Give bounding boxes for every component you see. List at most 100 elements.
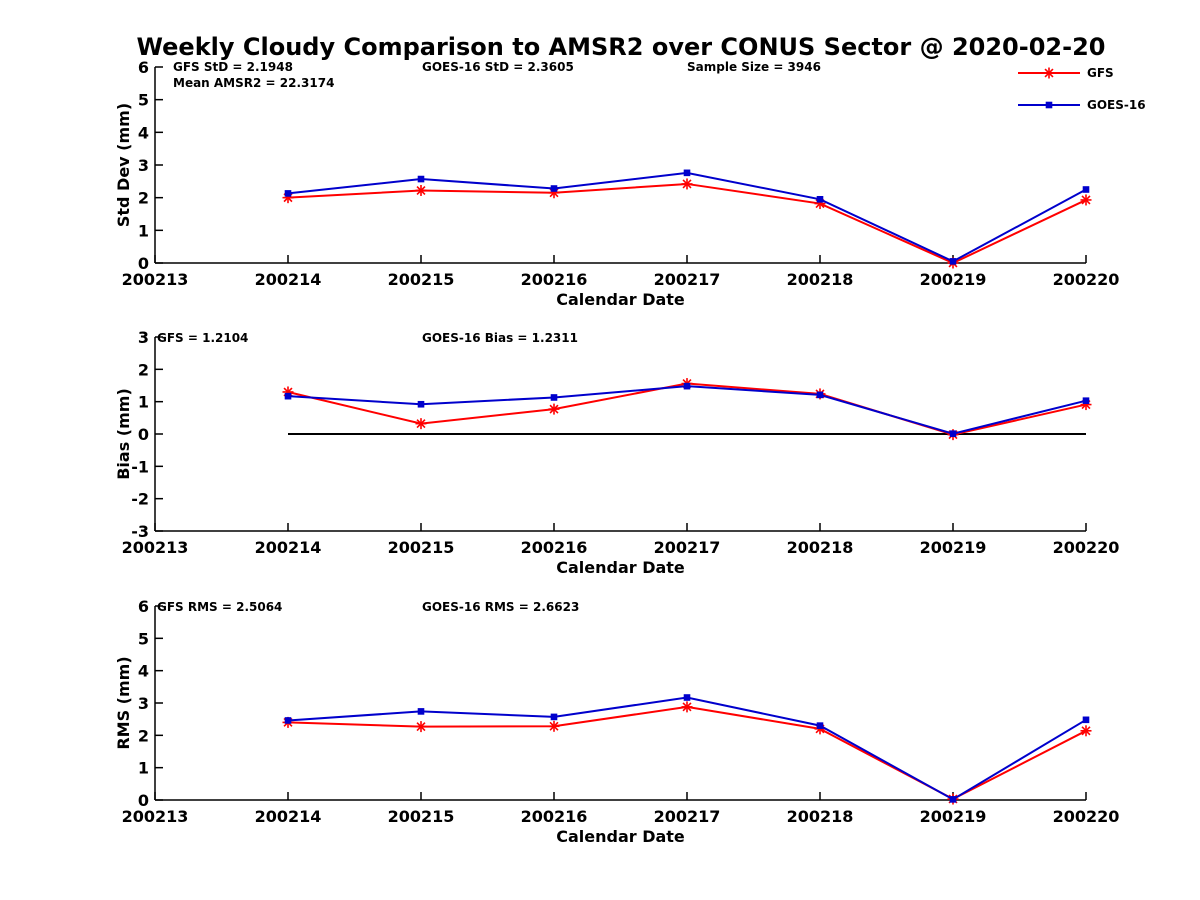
x-tick-label: 200219 (920, 807, 987, 826)
x-tick-label: 200217 (654, 270, 721, 289)
series-gfs (282, 178, 1092, 269)
x-tick-label: 200215 (388, 538, 455, 557)
data-point (550, 394, 558, 401)
data-point (550, 185, 558, 192)
series-line (287, 382, 1087, 436)
x-tick-label: 200214 (255, 807, 322, 826)
data-point (284, 392, 292, 400)
x-tick-label: 200217 (654, 807, 721, 826)
x-tick-label: 200220 (1053, 807, 1120, 826)
y-tick-label: 2 (138, 360, 149, 379)
x-tick-label: 200214 (255, 538, 322, 557)
chart-title: Weekly Cloudy Comparison to AMSR2 over C… (137, 33, 1106, 61)
data-point (949, 796, 957, 803)
data-point (816, 722, 824, 729)
x-tick-label: 200216 (521, 538, 588, 557)
stat-annotation: GFS = 1.2104 (157, 331, 248, 345)
legend-marker (1045, 101, 1053, 109)
y-tick-label: 4 (138, 123, 149, 142)
data-point (415, 721, 427, 733)
legend-marker (1043, 67, 1055, 79)
x-tick-label: 200215 (388, 270, 455, 289)
data-point (284, 190, 292, 197)
series-goes-16 (284, 694, 1090, 803)
series-line (287, 705, 1087, 801)
y-tick-label: 1 (138, 393, 149, 412)
x-tick-label: 200213 (122, 270, 189, 289)
stat-annotation: GOES-16 Bias = 1.2311 (422, 331, 578, 345)
x-tick-label: 200218 (787, 538, 854, 557)
chart-panels: 0 1 2 3 4 5 6 200213 200214 200215 200216 200217 200… (114, 58, 1119, 846)
data-point (417, 708, 425, 715)
series-line (287, 385, 1087, 435)
y-tick-label: -1 (131, 457, 149, 476)
x-tick-label: 200215 (388, 807, 455, 826)
x-tick-label: 200213 (122, 807, 189, 826)
stat-annotation: Sample Size = 3946 (687, 60, 821, 74)
data-point (681, 178, 693, 190)
data-point (415, 418, 427, 430)
x-tick-label: 200218 (787, 270, 854, 289)
data-point (683, 694, 691, 701)
data-point (1080, 725, 1092, 737)
y-tick-label: 2 (138, 726, 149, 745)
stat-annotation: GFS RMS = 2.5064 (157, 600, 282, 614)
series-goes-16 (284, 382, 1090, 437)
data-point (417, 175, 425, 183)
stat-annotation: GFS StD = 2.1948 (173, 60, 293, 74)
series-line (287, 182, 1087, 265)
y-tick-label: 1 (138, 759, 149, 778)
legend-label: GOES-16 (1087, 98, 1146, 112)
y-tick-label: -3 (131, 522, 149, 541)
stat-annotation: GOES-16 RMS = 2.6623 (422, 600, 579, 614)
data-point (1082, 186, 1090, 193)
data-point (1080, 194, 1092, 206)
stat-annotation: GOES-16 StD = 2.3605 (422, 60, 574, 74)
y-tick-label: 3 (138, 694, 149, 713)
x-axis-label: Calendar Date (556, 290, 685, 309)
x-axis-label: Calendar Date (556, 827, 685, 846)
data-point (949, 430, 957, 437)
series-goes-16 (284, 169, 1090, 265)
x-tick-label: 200213 (122, 538, 189, 557)
legend-entry: GOES-16 (1018, 98, 1146, 112)
x-tick-label: 200216 (521, 270, 588, 289)
x-tick-label: 200218 (787, 807, 854, 826)
data-point (816, 391, 824, 399)
y-tick-label: 3 (138, 328, 149, 347)
y-tick-label: 5 (138, 91, 149, 110)
x-tick-label: 200220 (1053, 538, 1120, 557)
data-point (548, 720, 560, 732)
series-line (287, 696, 1087, 801)
y-tick-label: 0 (138, 791, 149, 810)
y-tick-label: 6 (138, 58, 149, 77)
data-point (683, 169, 691, 177)
y-tick-label: 1 (138, 221, 149, 240)
panel-3: 0 1 2 3 4 5 6 200213 200214 200215 200216 200217 200… (114, 597, 1119, 846)
data-point (415, 184, 427, 196)
y-tick-label: -2 (131, 490, 149, 509)
data-point (550, 713, 558, 721)
panel-2: -3 -2 -1 0 1 2 3 200213 200214 200215 200216 200217… (114, 328, 1119, 577)
y-tick-label: 0 (138, 254, 149, 273)
x-tick-label: 200214 (255, 270, 322, 289)
data-point (284, 717, 292, 724)
data-point (949, 258, 957, 265)
data-point (1082, 716, 1090, 724)
x-tick-label: 200219 (920, 538, 987, 557)
x-tick-label: 200217 (654, 538, 721, 557)
data-point (683, 382, 691, 390)
data-point (417, 400, 425, 408)
x-tick-label: 200220 (1053, 270, 1120, 289)
y-axis-label: RMS (mm) (114, 656, 133, 749)
y-axis-label: Bias (mm) (114, 388, 133, 480)
y-axis-label: Std Dev (mm) (114, 103, 133, 227)
data-point (1082, 397, 1090, 404)
x-tick-label: 200219 (920, 270, 987, 289)
y-tick-label: 5 (138, 629, 149, 648)
y-tick-label: 3 (138, 156, 149, 175)
data-point (816, 196, 824, 203)
y-tick-label: 2 (138, 189, 149, 208)
panel-1: 0 1 2 3 4 5 6 200213 200214 200215 200216 200217 200… (114, 58, 1119, 309)
legend-label: GFS (1087, 66, 1114, 80)
